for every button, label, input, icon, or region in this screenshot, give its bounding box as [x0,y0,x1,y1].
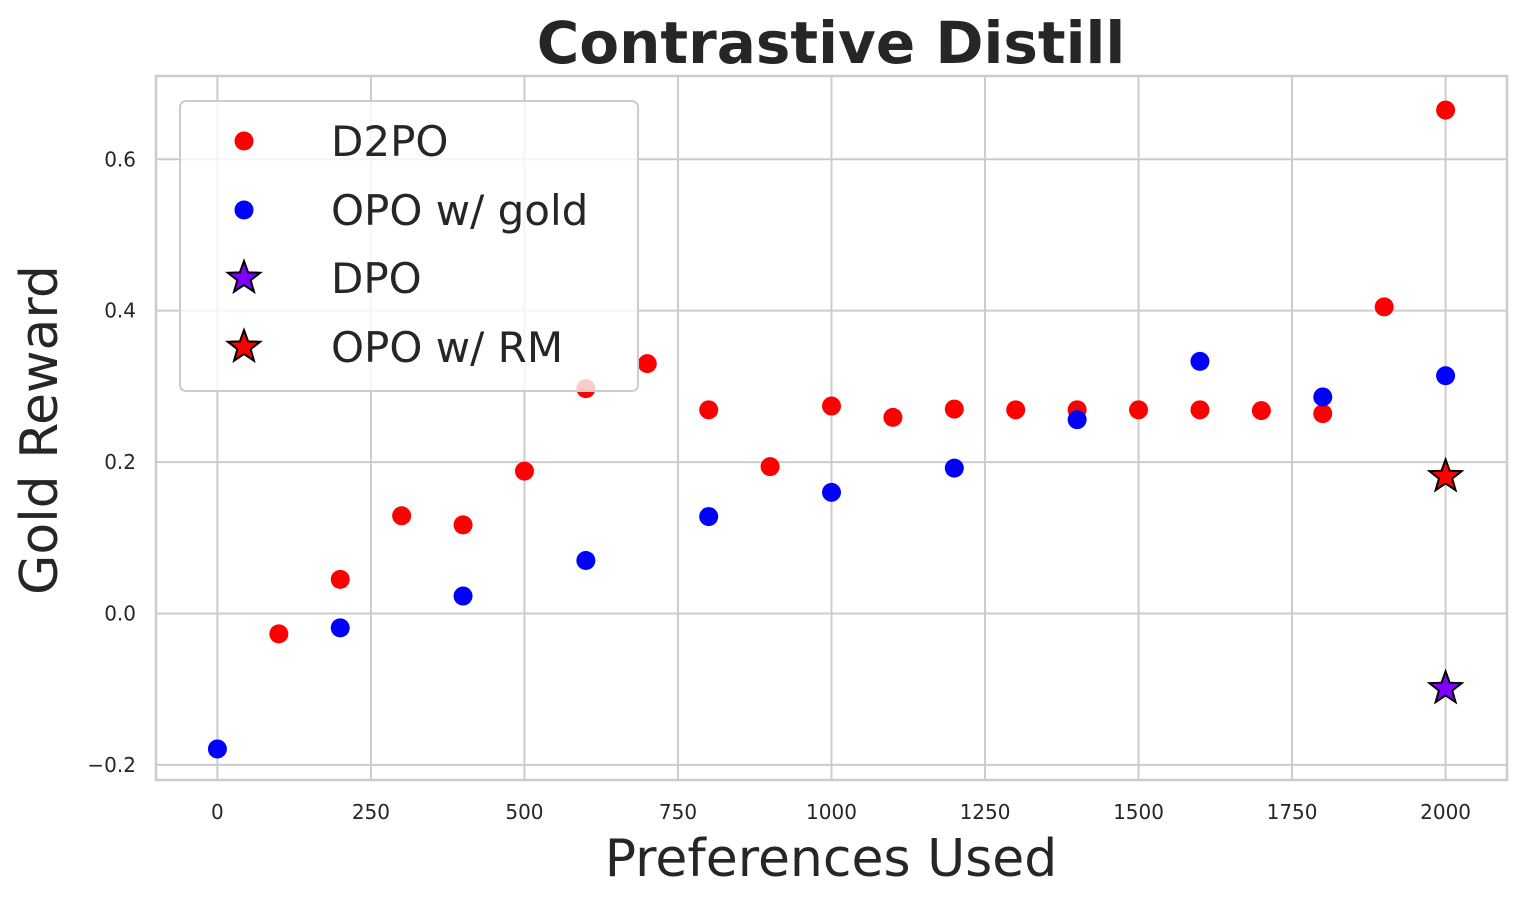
legend-box [179,100,639,392]
y-tick-label: −0.2 [87,753,136,777]
y-tick-label: 0.6 [104,147,136,171]
opo-w-rm-legend-label: OPO w/ RM [331,323,563,372]
opo-w-gold-legend-label: OPO w/ gold [331,186,588,235]
y-tick-label: 0.0 [104,601,136,625]
x-tick-label: 500 [505,800,543,824]
opo-w-gold-point [576,550,596,570]
x-tick-label: 250 [352,800,390,824]
x-tick-label: 1500 [1113,800,1164,824]
x-tick-label: 1750 [1267,800,1318,824]
opo-w-gold-point [1067,410,1087,430]
chart-title: Contrastive Distill [537,9,1126,77]
d2po-point [1129,400,1149,420]
opo-w-gold-point [453,586,473,606]
grid-lines [156,76,1507,780]
x-tick-label: 1000 [806,800,857,824]
opo-w-gold-point [207,739,227,759]
opo-w-gold-point [822,482,841,502]
dpo-legend-label: DPO [331,254,422,303]
opo-w-gold-point [1436,366,1456,386]
x-tick-label: 2000 [1420,800,1471,824]
d2po-legend-marker [234,131,254,151]
d2po-point [392,506,412,526]
d2po-point [699,400,719,420]
d2po-point [760,457,780,477]
x-tick-label: 0 [211,800,224,824]
opo-w-gold-point [1313,387,1333,407]
plot-frame [154,74,1509,782]
y-tick-label: 0.2 [104,450,136,474]
d2po-point [1190,400,1210,420]
y-tick-label: 0.4 [104,299,136,323]
tick-labels: 0 250 500 750 1000 1250 1500 1750 2000 −0.2 0.0 0.2… [87,147,1471,824]
data-points [207,100,1465,759]
x-axis-label: Preferences Used [605,829,1058,889]
d2po-point [1251,401,1271,421]
d2po-point [822,396,841,416]
x-tick-label: 750 [659,800,697,824]
d2po-point [330,569,350,589]
d2po-point [1006,400,1026,420]
d2po-legend-label: D2PO [331,117,448,166]
d2po-point [1313,404,1333,424]
d2po-point [883,407,903,427]
d2po-point [1374,297,1394,317]
opo-w-rm-point [1426,456,1465,493]
y-axis-label: Gold Reward [10,265,70,595]
opo-w-gold-point [330,618,350,638]
dpo-legend-marker [225,258,263,295]
opo-w-gold-point [699,507,719,527]
d2po-point [944,399,964,419]
opo-w-gold-point [1190,351,1210,371]
opo-w-gold-legend-marker [234,200,254,220]
d2po-point [514,461,534,481]
dpo-point [1426,668,1465,705]
opo-w-rm-legend-marker [225,327,263,364]
d2po-point [1436,100,1456,120]
x-tick-label: 1250 [960,800,1011,824]
d2po-point [453,515,473,535]
opo-w-gold-point [944,458,964,478]
legend: D2PO OPO w/ gold DPO OPO w/ RM [179,100,639,392]
d2po-point [637,354,657,374]
d2po-point [269,624,289,644]
